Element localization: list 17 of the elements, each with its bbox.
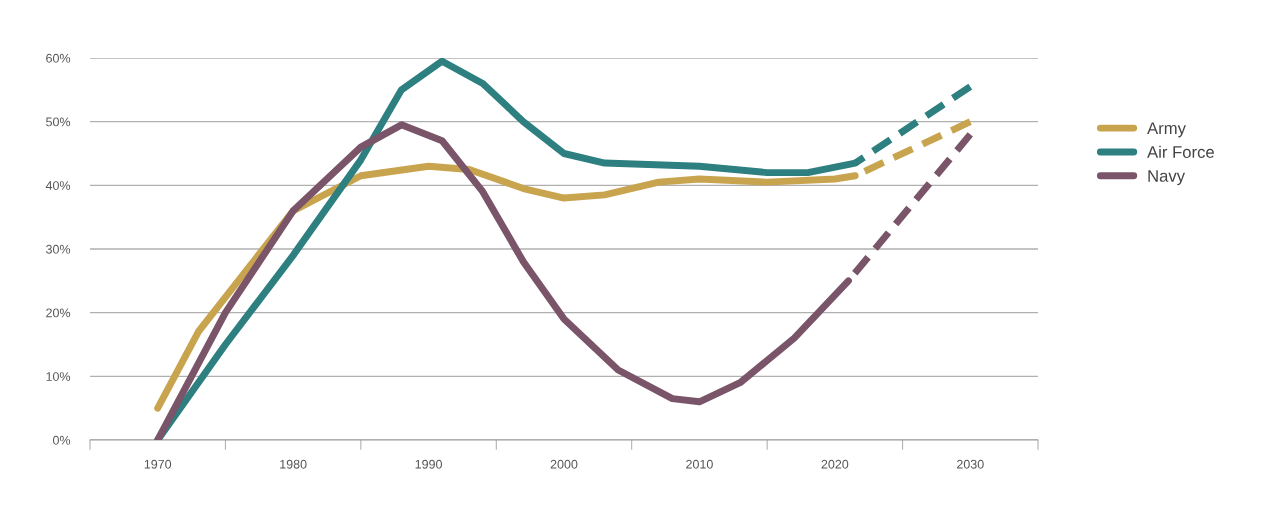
- x-tick-label: 1970: [144, 459, 172, 469]
- legend-label: Air Force: [1147, 145, 1214, 158]
- y-tick-label: 0%: [52, 435, 71, 445]
- y-tick-label: 30%: [46, 244, 71, 254]
- x-tick-label: 2020: [821, 459, 849, 469]
- y-tick-label: 60%: [46, 53, 71, 63]
- y-tick-label: 50%: [46, 117, 71, 127]
- legend-label: Army: [1147, 122, 1186, 138]
- x-tick-label: 2030: [957, 459, 984, 469]
- x-tick-label: 2000: [550, 459, 578, 469]
- x-tick-label: 1990: [415, 459, 442, 469]
- legend-label: Navy: [1148, 170, 1186, 186]
- y-tick-label: 10%: [46, 372, 71, 381]
- x-tick-label: 1980: [280, 459, 307, 469]
- y-tick-label: 20%: [46, 308, 71, 318]
- y-tick-label: 40%: [45, 181, 71, 190]
- x-tick-label: 2010: [686, 459, 713, 469]
